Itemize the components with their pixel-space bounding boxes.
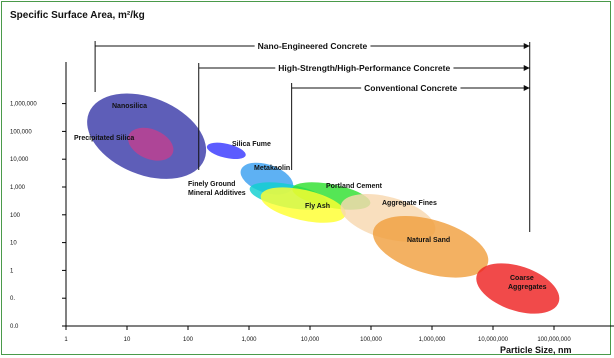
x-tick-label: 10 (124, 337, 131, 343)
y-tick-label: 1,000,000 (10, 102, 37, 108)
material-ellipse (206, 142, 246, 160)
x-tick-label: 100 (183, 337, 194, 343)
range-label: Nano-Engineered Concrete (258, 41, 368, 51)
material-label: Aggregate Fines (382, 200, 437, 207)
y-tick-label: 10 (10, 241, 17, 247)
range-arrowhead (523, 85, 530, 91)
material-label: Metakaolin (254, 165, 290, 172)
y-tick-label: 0. (10, 296, 15, 302)
material-ellipse (128, 127, 174, 161)
range-label: Conventional Concrete (364, 83, 457, 93)
y-tick-label: 10,000 (10, 157, 29, 163)
x-tick-label: 100,000,000 (537, 337, 571, 343)
range-arrowhead (523, 65, 530, 71)
range-label-background (361, 82, 461, 94)
material-label: Nanosilica (112, 103, 147, 110)
range-arrowhead (523, 43, 530, 49)
y-tick-label: 0.0 (10, 324, 19, 330)
material-label: Coarse Aggregates (508, 275, 547, 291)
range-label-background (275, 62, 454, 74)
y-tick-label: 100,000 (10, 129, 32, 135)
material-label: Precipitated Silica (74, 135, 134, 142)
y-tick-label: 1,000 (10, 185, 26, 191)
material-ellipse (260, 187, 346, 223)
x-tick-label: 1,000 (241, 337, 257, 343)
material-label: Fly Ash (305, 203, 330, 210)
range-label-background (254, 40, 371, 52)
x-tick-label: 1 (64, 337, 68, 343)
material-label: Finely Ground Mineral Additives (188, 181, 246, 197)
x-tick-label: 10,000 (301, 337, 320, 343)
chart-title: Specific Surface Area, m²/kg (10, 10, 145, 21)
x-tick-label: 100,000 (360, 337, 382, 343)
x-tick-label: 1,000,000 (419, 337, 446, 343)
range-label: High-Strength/High-Performance Concrete (278, 63, 450, 73)
material-label: Natural Sand (407, 237, 450, 244)
material-ellipse (476, 263, 560, 314)
material-label: Silica Fume (232, 141, 271, 148)
x-axis-label: Particle Size, nm (500, 345, 572, 355)
y-tick-label: 1 (10, 268, 14, 274)
x-tick-label: 10,000,000 (478, 337, 509, 343)
y-tick-label: 100 (10, 213, 21, 219)
material-ellipse (372, 216, 489, 278)
material-label: Portland Cement (326, 183, 383, 190)
